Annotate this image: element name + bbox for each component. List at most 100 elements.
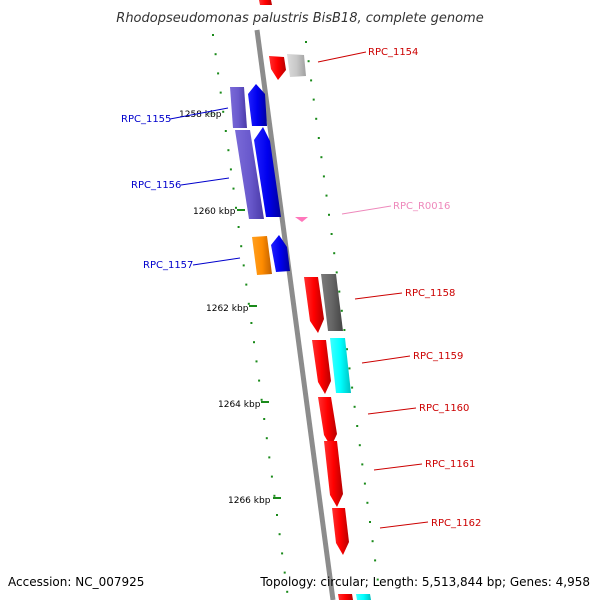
tick-dot-right (328, 213, 330, 216)
tick-dot-left (247, 302, 250, 305)
tick-dot-right (340, 309, 343, 312)
tick-dot-right (322, 175, 325, 178)
tick-dot-left (270, 475, 273, 478)
tick-dot-right (363, 482, 366, 485)
gene-features (230, 0, 371, 600)
gene-arrow-rpc-1160 (318, 397, 337, 447)
leader-rpc-1158 (354, 292, 403, 300)
label-leaders (169, 51, 429, 529)
tick-dot-left (245, 283, 248, 286)
tick-dot-right (335, 271, 338, 274)
tick-dot-right (310, 79, 313, 82)
rna-marker-rpc-r0016 (295, 217, 308, 222)
tick-dot-left (276, 514, 278, 516)
tick-dot-right (320, 156, 323, 159)
tick-dot-left (240, 245, 243, 248)
tick-dot-left (235, 206, 237, 209)
tick-label-1260: 1260 kbp (193, 207, 236, 217)
gene-arrow-rpc-1163-partial (338, 594, 353, 600)
tick-dot-right (312, 98, 315, 101)
gene-arrow-rpc-1155-blue (248, 84, 267, 126)
gene-labels: RPC_1154 RPC_1155 RPC_1156 RPC_R0016 RPC… (121, 47, 481, 529)
tick-dot-left (258, 379, 261, 382)
gene-arrow-rpc-1159-partner (330, 338, 351, 393)
tick-dot-left (273, 494, 276, 497)
tick-dot-right (353, 405, 356, 408)
tick-dot-left (237, 226, 240, 228)
gene-label-rpc-1156[interactable]: RPC_1156 (131, 180, 181, 191)
tick-dot-left (224, 130, 227, 132)
scale-ticks: 1258 kbp 1260 kbp 1262 kbp 1264 kbp 1266… (179, 110, 281, 506)
gene-label-rpc-1157[interactable]: RPC_1157 (143, 260, 193, 271)
tick-dot-right (343, 329, 346, 331)
gene-label-rpc-1154[interactable]: RPC_1154 (368, 47, 418, 58)
gene-arrow-rpc-1157-orange (252, 236, 272, 275)
tick-dot-right (307, 60, 310, 63)
tick-dot-left (242, 264, 245, 267)
tick-dot-left (281, 552, 284, 555)
tick-dot-left (260, 398, 263, 401)
gene-label-rpc-1159[interactable]: RPC_1159 (413, 351, 463, 362)
tick-dot-right (358, 444, 361, 447)
tick-dot-left (283, 571, 286, 574)
leader-rpc-r0016 (341, 205, 392, 215)
gene-arrow-rpc-1158-partner (321, 274, 343, 331)
gene-label-rpc-1162[interactable]: RPC_1162 (431, 518, 481, 529)
gene-arrow-rpc-1153-partial (259, 0, 272, 5)
gene-arrow-rpc-1154 (269, 56, 286, 80)
accession-text: Accession: NC_007925 (8, 575, 144, 589)
tick-dot-left (219, 91, 222, 94)
gene-label-rpc-1160[interactable]: RPC_1160 (419, 403, 469, 414)
tick-dot-right (371, 540, 374, 543)
tick-dot-left (250, 322, 253, 324)
tick-dot-left (222, 110, 225, 113)
tick-dot-right (333, 252, 336, 255)
tick-dot-right (346, 348, 348, 351)
leader-rpc-1160 (367, 407, 417, 415)
tick-label-1258: 1258 kbp (179, 110, 222, 120)
tick-dot-right (374, 559, 377, 562)
gene-arrow-rpc-1162 (332, 508, 349, 555)
gene-label-rpc-1158[interactable]: RPC_1158 (405, 288, 455, 299)
gene-arrow-rpc-1158 (304, 277, 324, 333)
genome-summary-text: Topology: circular; Length: 5,513,844 bp… (259, 575, 590, 589)
gene-arrow-rpc-1161 (324, 441, 343, 507)
gene-arrow-rpc-1163-partner-partial (356, 594, 371, 600)
tick-dot-right (330, 233, 333, 235)
tick-dot-left (214, 53, 217, 56)
tick-track-left (212, 34, 289, 593)
tick-dot-left (253, 341, 255, 344)
leader-rpc-1156 (180, 177, 230, 186)
tick-dot-right (305, 41, 307, 43)
leader-rpc-1159 (361, 355, 411, 364)
tick-dot-right (315, 117, 318, 120)
gene-arrow-rpc-1155-purple (230, 87, 247, 128)
tick-dot-left (268, 456, 271, 459)
tick-dot-left (255, 360, 258, 363)
tick-dot-left (278, 533, 281, 536)
leader-rpc-1154 (317, 51, 367, 63)
tick-dot-right (317, 137, 320, 139)
gene-arrow-rpc-1159 (312, 340, 331, 394)
gene-label-rpc-1155[interactable]: RPC_1155 (121, 114, 171, 125)
map-title: Rhodopseudomonas palustris BisB18, compl… (116, 11, 483, 26)
tick-dot-left (232, 187, 235, 190)
tick-dot-right (356, 425, 359, 427)
tick-dot-left (229, 168, 232, 171)
gene-arrow-rpc-1157-blue (271, 235, 290, 272)
leader-rpc-1162 (379, 521, 429, 529)
gene-arrow-rpc-1156-purple (235, 130, 264, 219)
gene-label-rpc-1161[interactable]: RPC_1161 (425, 459, 475, 470)
tick-dot-left (217, 72, 220, 75)
leader-rpc-1155 (169, 107, 229, 120)
gene-label-rpc-r0016[interactable]: RPC_R0016 (393, 201, 450, 212)
tick-dot-right (338, 290, 341, 293)
tick-label-1262: 1262 kbp (206, 304, 249, 314)
genome-backbone (254, 29, 336, 600)
gene-arrow-rpc-1154-partner (287, 54, 306, 77)
tick-dot-right (348, 367, 351, 370)
tick-dot-right (366, 501, 369, 504)
tick-dot-right (376, 578, 379, 581)
tick-dot-left (212, 34, 214, 36)
